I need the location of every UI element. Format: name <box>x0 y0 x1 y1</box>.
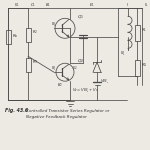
Bar <box>6 30 10 44</box>
Text: $I_L$: $I_L$ <box>144 1 148 9</box>
Text: $B_1$: $B_1$ <box>45 1 51 9</box>
Text: $E_1$: $E_1$ <box>89 1 95 9</box>
Text: $I_{B_2}$: $I_{B_2}$ <box>120 50 126 58</box>
Text: $I_{C2}$: $I_{C2}$ <box>72 64 78 72</box>
Text: $R_2$: $R_2$ <box>32 28 38 36</box>
Text: Fig. 43.6: Fig. 43.6 <box>5 108 28 113</box>
Text: $R_4$: $R_4$ <box>141 61 147 69</box>
Text: $I_{C1}$: $I_{C1}$ <box>14 1 20 9</box>
Text: $R_3$: $R_3$ <box>32 58 38 66</box>
Text: $I_{B_1}$: $I_{B_1}$ <box>51 21 57 29</box>
Text: $R_a$: $R_a$ <box>12 32 18 40</box>
Bar <box>135 25 140 41</box>
Text: $B_2$: $B_2$ <box>57 81 63 89</box>
Text: $C_1$: $C_1$ <box>30 1 36 9</box>
Text: $V_z = V_{BE_2} + V_o$: $V_z = V_{BE_2} + V_o$ <box>72 87 99 95</box>
Bar <box>26 58 30 72</box>
Text: $R_1$: $R_1$ <box>141 26 147 34</box>
Text: $I_{B_2}$: $I_{B_2}$ <box>51 65 57 73</box>
Text: $I$: $I$ <box>126 1 129 8</box>
Text: Negative Feedback Regulator: Negative Feedback Regulator <box>26 115 87 119</box>
Bar <box>135 60 140 76</box>
Bar <box>26 28 30 42</box>
Text: $Q_2$: $Q_2$ <box>77 58 84 65</box>
Text: $Q_1$: $Q_1$ <box>77 14 84 21</box>
Text: Controlled Transistor Series Regulator or: Controlled Transistor Series Regulator o… <box>26 109 110 113</box>
Text: $V_{BE_2}$: $V_{BE_2}$ <box>100 78 109 86</box>
